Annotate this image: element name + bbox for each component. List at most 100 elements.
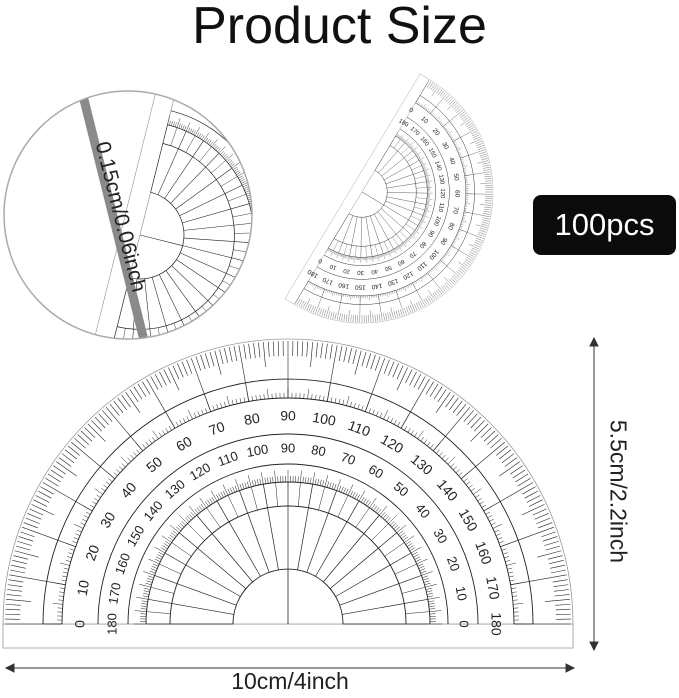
inner-tick bbox=[175, 421, 179, 427]
inner-tick bbox=[208, 325, 212, 330]
inner-tick bbox=[194, 508, 199, 514]
inner-tick bbox=[410, 546, 422, 554]
inner-tick bbox=[246, 481, 250, 488]
inner-tick bbox=[148, 558, 160, 565]
degree-tick bbox=[334, 137, 345, 147]
inner-tick bbox=[455, 237, 460, 240]
inner-tick bbox=[441, 258, 444, 261]
inner-tick bbox=[386, 517, 391, 523]
inner-tick bbox=[203, 132, 210, 141]
inner-tick bbox=[380, 254, 383, 258]
inner-tick bbox=[354, 256, 356, 263]
radial-line bbox=[460, 155, 469, 159]
inner-tick bbox=[419, 222, 423, 225]
inner-tick bbox=[119, 347, 120, 352]
degree-tick bbox=[484, 173, 491, 175]
inner-scale-label: 30 bbox=[357, 269, 364, 275]
inner-tick bbox=[253, 241, 263, 245]
degree-tick bbox=[480, 427, 492, 439]
inner-tick bbox=[300, 470, 302, 483]
outer-scale-label: 20 bbox=[431, 127, 441, 137]
inner-tick bbox=[344, 255, 346, 258]
degree-tick bbox=[319, 308, 322, 316]
radial-line bbox=[410, 215, 421, 221]
degree-tick bbox=[299, 82, 308, 93]
inner-tick bbox=[207, 499, 211, 506]
inner-tick bbox=[387, 292, 389, 298]
degree-tick bbox=[468, 243, 480, 250]
degree-tick bbox=[253, 343, 256, 359]
degree-tick bbox=[534, 513, 549, 520]
inner-tick bbox=[425, 206, 429, 208]
inner-tick bbox=[171, 121, 173, 126]
degree-tick bbox=[468, 149, 486, 156]
small-protractor: 0102030405060708090100110120130140150160… bbox=[284, 73, 494, 324]
inner-tick bbox=[427, 597, 440, 600]
inner-tick bbox=[261, 472, 264, 485]
inner-tick bbox=[426, 178, 429, 180]
degree-tick bbox=[283, 65, 291, 77]
degree-tick bbox=[435, 392, 451, 413]
inner-tick bbox=[274, 470, 276, 483]
degree-tick bbox=[470, 138, 481, 144]
radial-line bbox=[401, 587, 426, 594]
degree-tick bbox=[522, 486, 536, 495]
degree-tick bbox=[5, 603, 21, 606]
inner-tick bbox=[159, 347, 162, 352]
inner-tick bbox=[462, 164, 465, 166]
degree-tick bbox=[436, 290, 441, 297]
inner-tick bbox=[254, 238, 259, 240]
inner-tick bbox=[446, 253, 450, 256]
inner-tick bbox=[336, 252, 339, 259]
inner-tick bbox=[232, 486, 236, 493]
radial-line bbox=[321, 288, 325, 298]
inner-tick bbox=[460, 225, 463, 227]
degree-tick bbox=[299, 97, 324, 124]
inner-tick bbox=[204, 408, 208, 414]
inner-tick bbox=[427, 190, 431, 191]
inner-scale-label: 110 bbox=[215, 448, 240, 469]
inner-tick bbox=[65, 560, 71, 562]
inner-tick bbox=[201, 135, 205, 140]
inner-tick bbox=[178, 123, 181, 129]
radial-line bbox=[339, 575, 422, 606]
inner-tick bbox=[63, 567, 69, 570]
degree-tick bbox=[447, 98, 453, 104]
height-dimension-arrow bbox=[589, 336, 599, 652]
degree-tick bbox=[102, 410, 113, 422]
radial-line bbox=[251, 486, 258, 511]
degree-tick bbox=[15, 545, 31, 551]
inner-tick bbox=[441, 454, 446, 459]
inner-tick bbox=[205, 62, 206, 66]
degree-tick bbox=[117, 397, 127, 411]
inner-tick bbox=[396, 247, 399, 250]
radial-line bbox=[342, 598, 428, 615]
inner-tick bbox=[370, 256, 372, 260]
inner-tick bbox=[410, 283, 412, 286]
inner-tick bbox=[338, 253, 340, 257]
inner-tick bbox=[274, 111, 277, 115]
inner-scale-label: 60 bbox=[366, 461, 386, 481]
inner-tick bbox=[373, 256, 374, 260]
radial-line bbox=[383, 241, 389, 252]
inner-tick bbox=[309, 166, 316, 172]
radial-line bbox=[349, 216, 358, 257]
degree-tick bbox=[456, 403, 467, 416]
inner-tick bbox=[329, 482, 332, 489]
inner-tick bbox=[439, 452, 443, 457]
inner-tick bbox=[187, 337, 191, 339]
inner-tick bbox=[448, 250, 451, 252]
inner-tick bbox=[279, 116, 282, 120]
inner-tick bbox=[414, 231, 417, 234]
inner-scale-label: 160 bbox=[112, 551, 134, 577]
inner-tick bbox=[418, 224, 422, 227]
inner-tick bbox=[425, 174, 428, 176]
degree-tick bbox=[47, 473, 61, 483]
inner-tick bbox=[328, 249, 331, 252]
radial-line bbox=[262, 484, 279, 570]
inner-scale-label: 180 bbox=[397, 118, 409, 129]
degree-tick bbox=[549, 560, 564, 565]
inner-scale-label: 0 bbox=[317, 257, 324, 264]
inner-tick bbox=[318, 202, 322, 204]
inner-tick bbox=[401, 137, 404, 140]
